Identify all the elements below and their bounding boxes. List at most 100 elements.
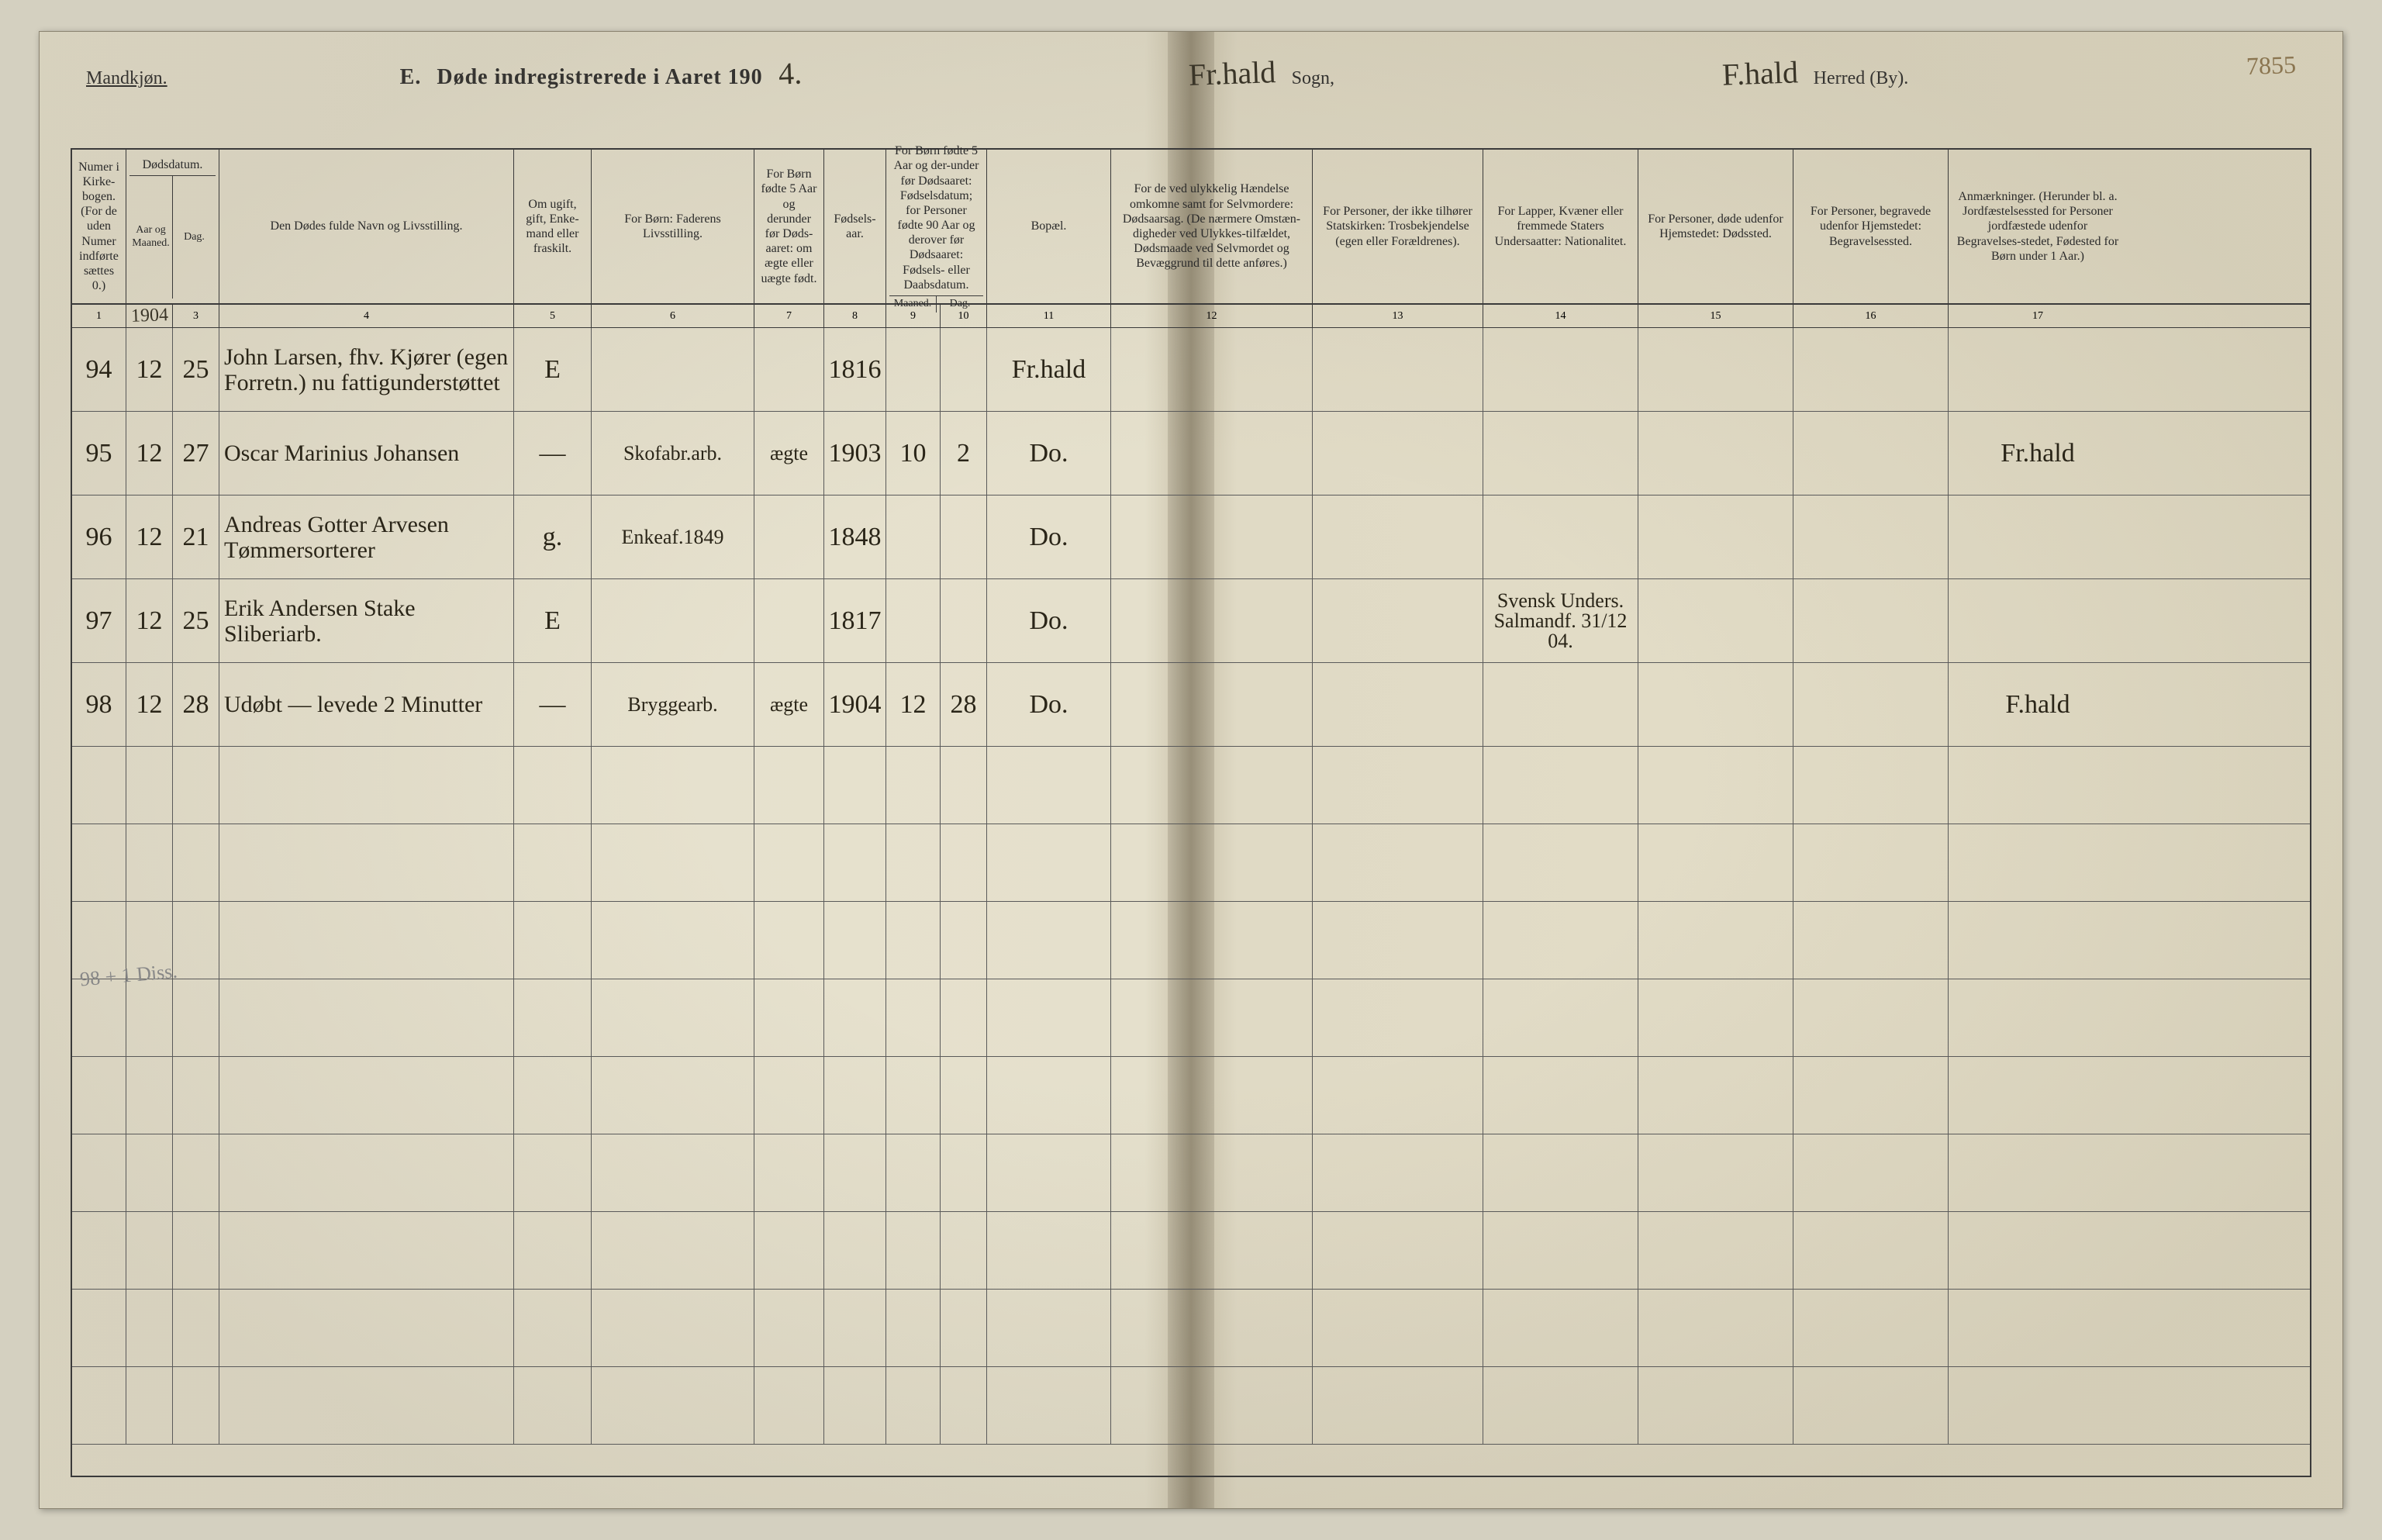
- table-cell: 1817: [824, 579, 886, 662]
- table-cell: ægte: [754, 412, 824, 495]
- th-father: For Børn: Faderens Livsstilling.: [592, 150, 754, 303]
- table-cell: Do.: [987, 579, 1111, 662]
- table-cell: [1638, 412, 1793, 495]
- table-cell-empty: [941, 902, 987, 979]
- col-num: 1: [72, 305, 126, 327]
- table-cell-empty: [1111, 747, 1313, 824]
- th-birthyear: Fødsels-aar.: [824, 150, 886, 303]
- table-cell-empty: [173, 979, 219, 1056]
- table-cell: 12: [126, 663, 173, 746]
- table-cell-empty: [173, 902, 219, 979]
- table-cell-empty: [173, 747, 219, 824]
- table-cell: —: [514, 412, 592, 495]
- table-cell: 25: [173, 328, 219, 411]
- table-cell-empty: [1949, 902, 2127, 979]
- table-cell: [1313, 328, 1483, 411]
- table-cell: 28: [941, 663, 987, 746]
- table-row: 981228Udøbt — levede 2 Minutter—Bryggear…: [72, 663, 2310, 747]
- table-cell-empty: [754, 747, 824, 824]
- table-cell-empty: [514, 1367, 592, 1444]
- table-cell: 12: [886, 663, 941, 746]
- table-cell: [1111, 412, 1313, 495]
- table-cell: Andreas Gotter Arvesen Tømmersorterer: [219, 495, 514, 578]
- table-cell-empty: [1313, 747, 1483, 824]
- col-num: 12: [1111, 305, 1313, 327]
- table-cell-empty: [886, 1212, 941, 1289]
- table-cell-empty: [824, 1134, 886, 1211]
- th-faith: For Personer, der ikke tilhører Statskir…: [1313, 150, 1483, 303]
- table-cell-empty: [941, 824, 987, 901]
- table-cell: [754, 495, 824, 578]
- table-cell: 95: [72, 412, 126, 495]
- th-cause: For de ved ulykkelig Hændelse omkomne sa…: [1111, 150, 1313, 303]
- table-cell-empty: [754, 979, 824, 1056]
- table-cell-empty: [173, 1057, 219, 1134]
- table-cell-empty: [126, 747, 173, 824]
- table-cell-empty: [72, 824, 126, 901]
- th-number: Numer i Kirke-bogen. (For de uden Numer …: [72, 150, 126, 303]
- table-cell-empty: [72, 747, 126, 824]
- table-row: 951227Oscar Marinius Johansen—Skofabr.ar…: [72, 412, 2310, 495]
- table-cell: g.: [514, 495, 592, 578]
- table-cell-empty: [514, 1290, 592, 1366]
- table-cell-empty: [1483, 1290, 1638, 1366]
- table-cell-empty: [1638, 747, 1793, 824]
- th-death-month: Aar og Maaned.: [129, 176, 173, 299]
- table-cell-empty: [514, 902, 592, 979]
- table-cell-empty: [1313, 902, 1483, 979]
- table-cell-empty: [1313, 1057, 1483, 1134]
- table-cell: [1313, 412, 1483, 495]
- col-num: 4: [219, 305, 514, 327]
- table-cell-empty: [514, 824, 592, 901]
- table-cell: 12: [126, 495, 173, 578]
- table-cell-empty: [1483, 824, 1638, 901]
- table-cell-empty: [1949, 1134, 2127, 1211]
- table-cell-empty: [1483, 747, 1638, 824]
- table-cell-empty: [987, 902, 1111, 979]
- th-birth-month: Maaned.: [889, 296, 937, 312]
- table-cell-empty: [1949, 747, 2127, 824]
- table-cell-empty: [1793, 1290, 1949, 1366]
- table-cell-empty: [592, 824, 754, 901]
- th-death-date: Dødsdatum. Aar og Maaned. Dag.: [126, 150, 219, 303]
- table-cell-empty: [1483, 1367, 1638, 1444]
- table-cell: Fr.hald: [1949, 412, 2127, 495]
- table-cell-empty: [514, 747, 592, 824]
- table-cell-empty: [1793, 902, 1949, 979]
- th-deathplace: For Personer, døde udenfor Hjemstedet: D…: [1638, 150, 1793, 303]
- col-num: 5: [514, 305, 592, 327]
- table-cell-empty: [1313, 1212, 1483, 1289]
- title-main: Døde indregistrerede i Aaret 190: [437, 65, 762, 90]
- col-num: 3: [173, 305, 219, 327]
- th-birth-day: Dag.: [937, 296, 983, 312]
- table-cell-empty: [1793, 747, 1949, 824]
- th-burialplace: For Personer, begravede udenfor Hjemsted…: [1793, 150, 1949, 303]
- table-cell-empty: [219, 747, 514, 824]
- table-cell: Svensk Unders. Salmandf. 31/12 04.: [1483, 579, 1638, 662]
- table-cell: 1816: [824, 328, 886, 411]
- table-cell-empty: [219, 1367, 514, 1444]
- table-cell: Fr.hald: [987, 328, 1111, 411]
- table-cell-empty: [219, 902, 514, 979]
- table-cell: 97: [72, 579, 126, 662]
- table-cell-empty: [1111, 1134, 1313, 1211]
- table-row-empty: [72, 1134, 2310, 1212]
- table-cell-empty: [824, 824, 886, 901]
- table-cell-empty: [886, 1367, 941, 1444]
- col-num: 13: [1313, 305, 1483, 327]
- table-cell-empty: [987, 747, 1111, 824]
- table-cell-empty: [72, 1134, 126, 1211]
- table-cell-empty: [514, 1134, 592, 1211]
- table-row-empty: [72, 979, 2310, 1057]
- th-nationality: For Lapper, Kvæner eller fremmede Stater…: [1483, 150, 1638, 303]
- th-death-day: Dag.: [173, 176, 216, 299]
- table-cell-empty: [592, 1367, 754, 1444]
- col-num: 6: [592, 305, 754, 327]
- table-cell-empty: [1483, 1134, 1638, 1211]
- table-cell: [1638, 328, 1793, 411]
- table-cell-empty: [219, 824, 514, 901]
- table-cell-empty: [173, 1290, 219, 1366]
- table-cell-empty: [1793, 1134, 1949, 1211]
- table-cell-empty: [592, 979, 754, 1056]
- table-cell-empty: [72, 1290, 126, 1366]
